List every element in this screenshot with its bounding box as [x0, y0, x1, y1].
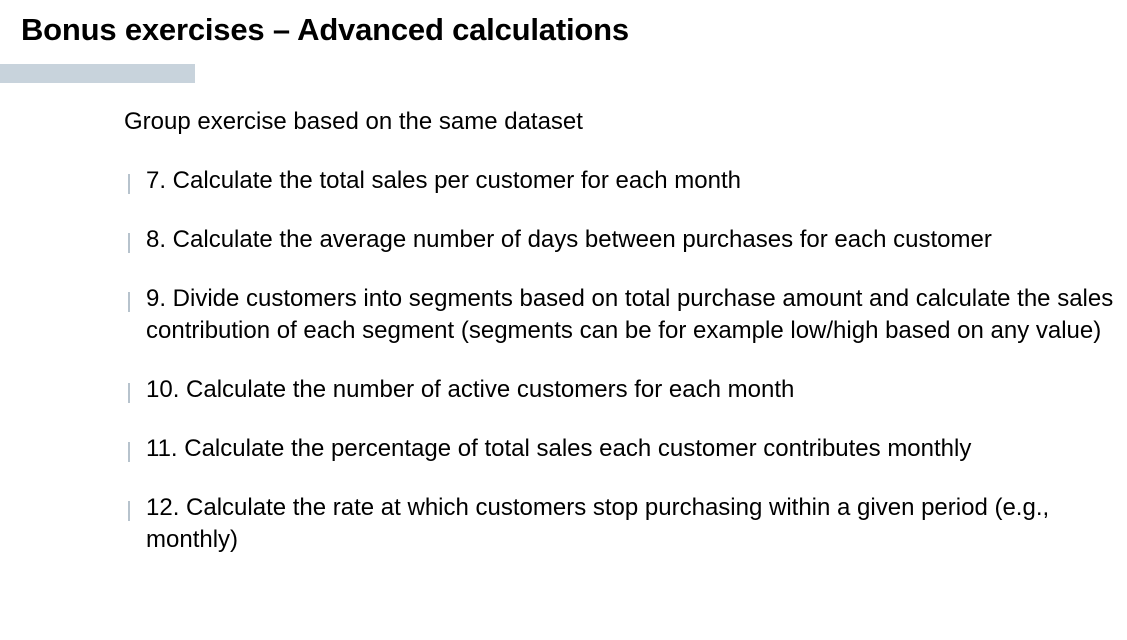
- slide-title: Bonus exercises – Advanced calculations: [21, 12, 629, 47]
- exercise-item-8: 8. Calculate the average number of days …: [124, 224, 1114, 256]
- exercise-item-9: 9. Divide customers into segments based …: [124, 283, 1114, 347]
- bullet-marker: [128, 233, 130, 253]
- exercise-text: 8. Calculate the average number of days …: [146, 226, 992, 253]
- exercise-item-7: 7. Calculate the total sales per custome…: [124, 165, 1114, 197]
- exercise-text: 7. Calculate the total sales per custome…: [146, 167, 741, 194]
- intro-text: Group exercise based on the same dataset: [124, 108, 583, 135]
- bullet-marker: [128, 442, 130, 462]
- bullet-marker: [128, 292, 130, 312]
- exercise-text: 11. Calculate the percentage of total sa…: [146, 435, 972, 462]
- exercise-item-11: 11. Calculate the percentage of total sa…: [124, 433, 1114, 465]
- title-accent-bar: [0, 64, 195, 83]
- bullet-marker: [128, 501, 130, 521]
- slide-content: Group exercise based on the same dataset…: [124, 106, 1114, 583]
- exercise-item-10: 10. Calculate the number of active custo…: [124, 374, 1114, 406]
- bullet-marker: [128, 174, 130, 194]
- exercise-text: 12. Calculate the rate at which customer…: [146, 494, 1050, 553]
- bullet-marker: [128, 383, 130, 403]
- exercise-text: 10. Calculate the number of active custo…: [146, 376, 795, 403]
- exercise-text: 9. Divide customers into segments based …: [146, 285, 1114, 344]
- exercise-item-12: 12. Calculate the rate at which customer…: [124, 492, 1114, 556]
- exercise-list: 7. Calculate the total sales per custome…: [124, 165, 1114, 556]
